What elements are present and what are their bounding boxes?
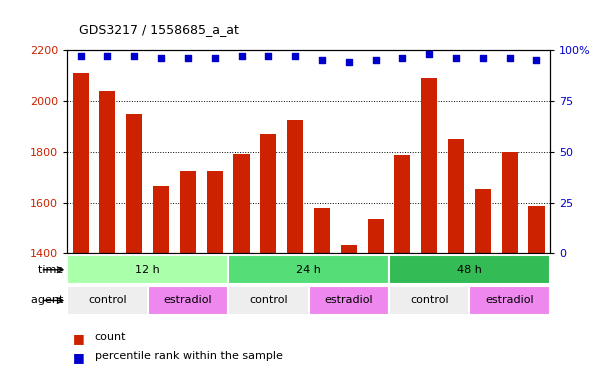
- Text: GDS3217 / 1558685_a_at: GDS3217 / 1558685_a_at: [79, 23, 240, 36]
- Text: 48 h: 48 h: [457, 265, 482, 275]
- Text: 24 h: 24 h: [296, 265, 321, 275]
- Bar: [448, 139, 464, 253]
- Point: [344, 59, 354, 65]
- Bar: [314, 208, 330, 253]
- Bar: [469, 286, 550, 315]
- Text: control: control: [88, 295, 126, 306]
- Text: estradiol: estradiol: [324, 295, 373, 306]
- Point: [76, 53, 86, 59]
- Text: ■: ■: [73, 351, 85, 364]
- Point: [183, 55, 193, 61]
- Point: [371, 57, 381, 63]
- Text: count: count: [95, 332, 126, 342]
- Bar: [228, 255, 389, 284]
- Bar: [341, 245, 357, 253]
- Text: ■: ■: [73, 332, 85, 345]
- Bar: [421, 78, 437, 253]
- Point: [451, 55, 461, 61]
- Point: [210, 55, 219, 61]
- Bar: [260, 134, 276, 253]
- Bar: [67, 255, 228, 284]
- Point: [505, 55, 514, 61]
- Bar: [148, 286, 228, 315]
- Bar: [228, 286, 309, 315]
- Point: [424, 51, 434, 57]
- Point: [103, 53, 112, 59]
- Bar: [389, 286, 469, 315]
- Text: time: time: [38, 265, 67, 275]
- Bar: [100, 91, 115, 253]
- Bar: [73, 73, 89, 253]
- Point: [398, 55, 408, 61]
- Text: control: control: [410, 295, 448, 306]
- Text: percentile rank within the sample: percentile rank within the sample: [95, 351, 282, 361]
- Point: [263, 53, 273, 59]
- Text: control: control: [249, 295, 288, 306]
- Bar: [389, 255, 550, 284]
- Bar: [502, 152, 518, 253]
- Point: [290, 53, 300, 59]
- Bar: [126, 114, 142, 253]
- Point: [478, 55, 488, 61]
- Bar: [309, 286, 389, 315]
- Text: estradiol: estradiol: [485, 295, 534, 306]
- Point: [236, 53, 246, 59]
- Point: [532, 57, 541, 63]
- Bar: [394, 156, 411, 253]
- Bar: [67, 286, 148, 315]
- Point: [156, 55, 166, 61]
- Bar: [529, 206, 544, 253]
- Bar: [287, 120, 303, 253]
- Bar: [207, 171, 223, 253]
- Bar: [233, 154, 249, 253]
- Bar: [180, 171, 196, 253]
- Text: estradiol: estradiol: [164, 295, 212, 306]
- Point: [317, 57, 327, 63]
- Text: 12 h: 12 h: [135, 265, 160, 275]
- Bar: [368, 219, 384, 253]
- Point: [130, 53, 139, 59]
- Bar: [153, 186, 169, 253]
- Bar: [475, 189, 491, 253]
- Text: agent: agent: [31, 295, 67, 306]
